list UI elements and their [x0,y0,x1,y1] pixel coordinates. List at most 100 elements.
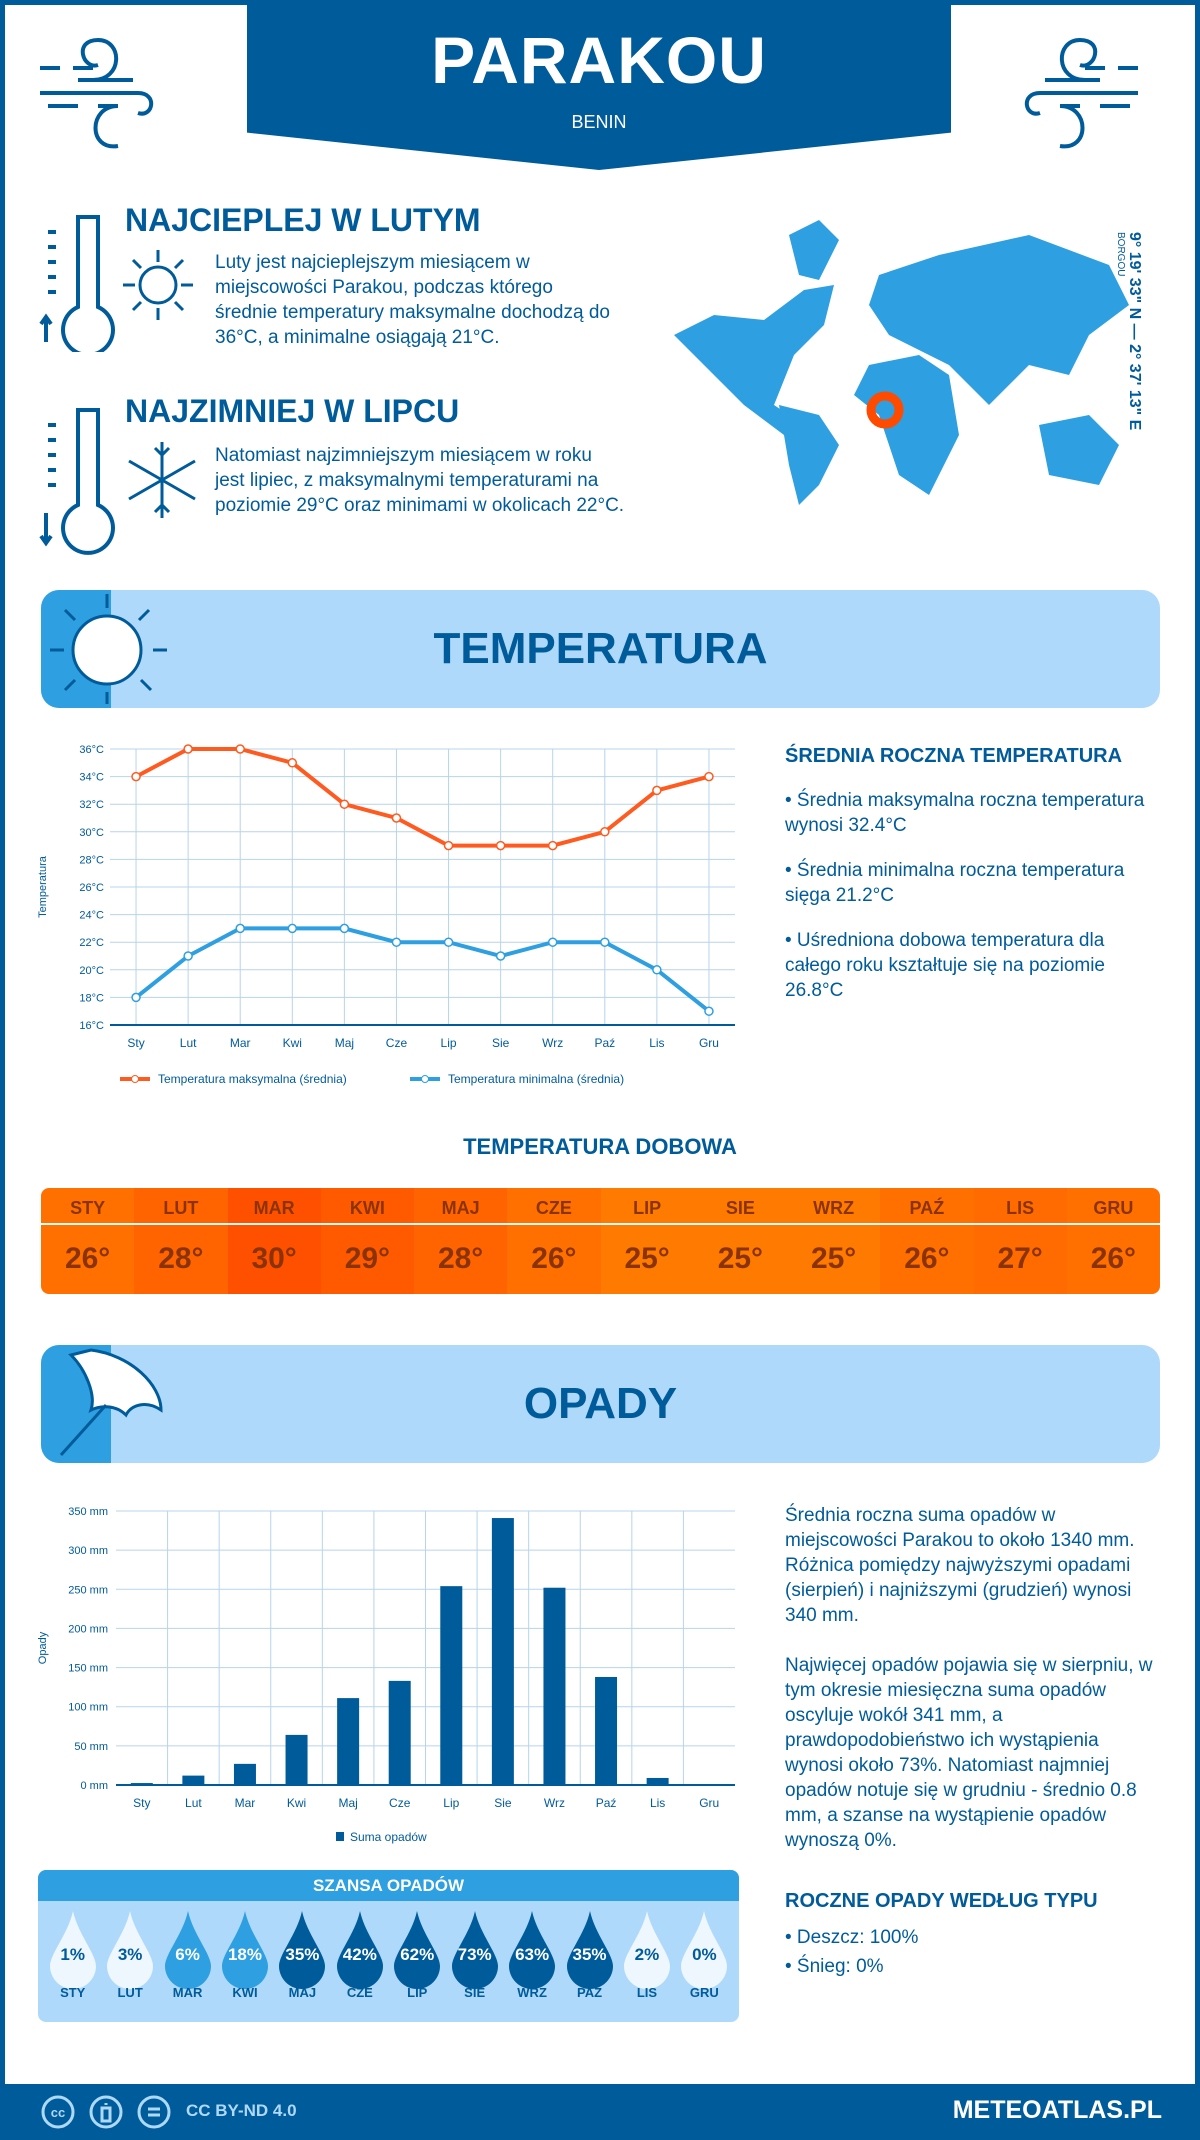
svg-text:cc: cc [51,2105,65,2120]
month-label: PAŹ [880,1188,974,1225]
data-point [495,951,506,961]
month-label: MAR [172,1985,203,2000]
daily-temp: 28° [158,1242,204,1275]
month-label: GRU [1066,1188,1160,1225]
daily-temp: 26° [904,1242,950,1275]
snowflake-icon [128,442,196,518]
rain-share: • Deszcz: 100% [785,1927,919,1948]
data-point [391,937,402,947]
month-label: LIP [407,1985,428,2000]
raindrop-icon [221,1911,268,1989]
x-tick-label: Lip [441,1036,457,1050]
summary-item: • Średnia maksymalna roczna temperatura … [785,790,1145,836]
footer: cc CC BY-ND 4.0 METEOATLAS.PL [0,2084,1200,2140]
chance-value: 1% [60,1945,85,1964]
x-tick-label: Kwi [287,1796,306,1810]
precipitation-chart: 0 mm 50 mm 100 mm 150 mm 200 mm 250 mm 300 mm 3… [37,1506,735,1844]
chance-value: 2% [634,1945,660,1964]
month-label: MAR [227,1188,321,1225]
daily-column: PAŹ 26° [880,1188,974,1294]
x-tick-label: Wrz [542,1036,563,1050]
y-tick-label: 250 mm [68,1584,108,1596]
x-tick-label: Kwi [283,1036,302,1050]
bar [440,1586,463,1785]
license-text[interactable]: CC BY-ND 4.0 [186,2101,297,2120]
temperature-band: TEMPERATURA [41,590,1160,708]
daily-column: CZE 26° [507,1188,601,1294]
chance-value: 62% [400,1945,435,1964]
series-line-1 [134,926,711,1013]
raindrop-icon [451,1911,498,1989]
bar [285,1734,308,1785]
month-label: SIE [693,1188,787,1225]
chance-value: 18% [227,1945,262,1964]
data-point [600,937,610,947]
month-label: STY [41,1188,135,1225]
month-label: LIS [636,1985,658,2000]
data-point [443,840,454,851]
month-label: CZE [507,1188,601,1225]
raindrop-icon [107,1911,154,1989]
x-tick-label: Lis [650,1796,665,1810]
summary-item: • Średnia minimalna roczna temperatura s… [785,860,1125,906]
y-tick-label: 18°C [79,992,104,1004]
x-tick-label: Sie [494,1796,512,1810]
world-map [674,220,1129,505]
raindrop-icon [164,1911,211,1989]
month-label: WRZ [517,1985,547,2000]
thermometer-up-icon [39,215,115,352]
raindrop-icon [566,1911,613,1989]
wind-icon-right [1024,37,1138,149]
raindrop-icon [623,1911,670,1989]
chance-item: 2% LIS [618,1901,675,2000]
data-point [183,951,193,961]
y-tick-label: 30°C [79,827,104,839]
sun-icon [123,250,193,320]
data-point [235,744,245,754]
data-point [495,840,506,851]
raindrop-icon [279,1911,326,1989]
daily-temp: 27° [997,1242,1043,1275]
daily-temperature-table: STY 26° LUT 28° MAR 30° KWI 29° MAJ 28° CZE 26° LIP 2… [41,1188,1160,1294]
data-point [235,923,245,934]
chance-item: 35% PAŹ [561,1901,618,2000]
y-axis-label: Opady [37,1631,49,1664]
country-label: BENIN [571,112,627,132]
data-point [131,771,141,782]
x-tick-label: Lut [185,1796,202,1810]
y-tick-label: 26°C [79,882,104,894]
month-label: GRU [689,1985,719,2000]
y-tick-label: 20°C [79,965,104,977]
precipitation-title: OPADY [523,1379,678,1428]
legend-swatch [336,1832,344,1841]
daily-temp: 25° [717,1242,764,1275]
data-point [287,923,298,934]
x-tick-label: Gru [699,1036,719,1050]
data-point [547,937,558,947]
legend-label: Suma opadów [350,1830,427,1844]
data-point [652,965,662,975]
daily-temp: 26° [64,1242,111,1275]
daily-column: LUT 28° [134,1188,228,1294]
sun-icon [50,594,167,704]
daily-column: KWI 29° [320,1188,414,1294]
bar [182,1775,205,1785]
month-label: LUT [134,1188,228,1225]
site-link[interactable]: METEOATLAS.PL [952,2096,1162,2124]
x-tick-label: Cze [389,1796,411,1810]
y-axis-label: Temperatura [37,855,49,918]
x-tick-label: Sty [133,1796,150,1810]
month-label: MAJ [414,1188,508,1225]
bar [388,1680,411,1785]
legend-label: Temperatura maksymalna (średnia) [158,1072,347,1086]
cc-license-icons[interactable]: cc [40,2094,180,2130]
x-tick-label: Maj [338,1796,357,1810]
month-label: LIS [973,1188,1067,1225]
daily-column: LIS 27° [973,1188,1067,1294]
wind-icon-left [40,37,154,149]
temperature-summary-title: ŚREDNIA ROCZNA TEMPERATURA [785,745,1123,767]
chance-value: 3% [117,1945,143,1964]
cold-text: Natomiast najzimniejszym miesiącem w rok… [215,445,625,516]
x-tick-label: Cze [386,1036,408,1050]
data-point [339,799,350,809]
